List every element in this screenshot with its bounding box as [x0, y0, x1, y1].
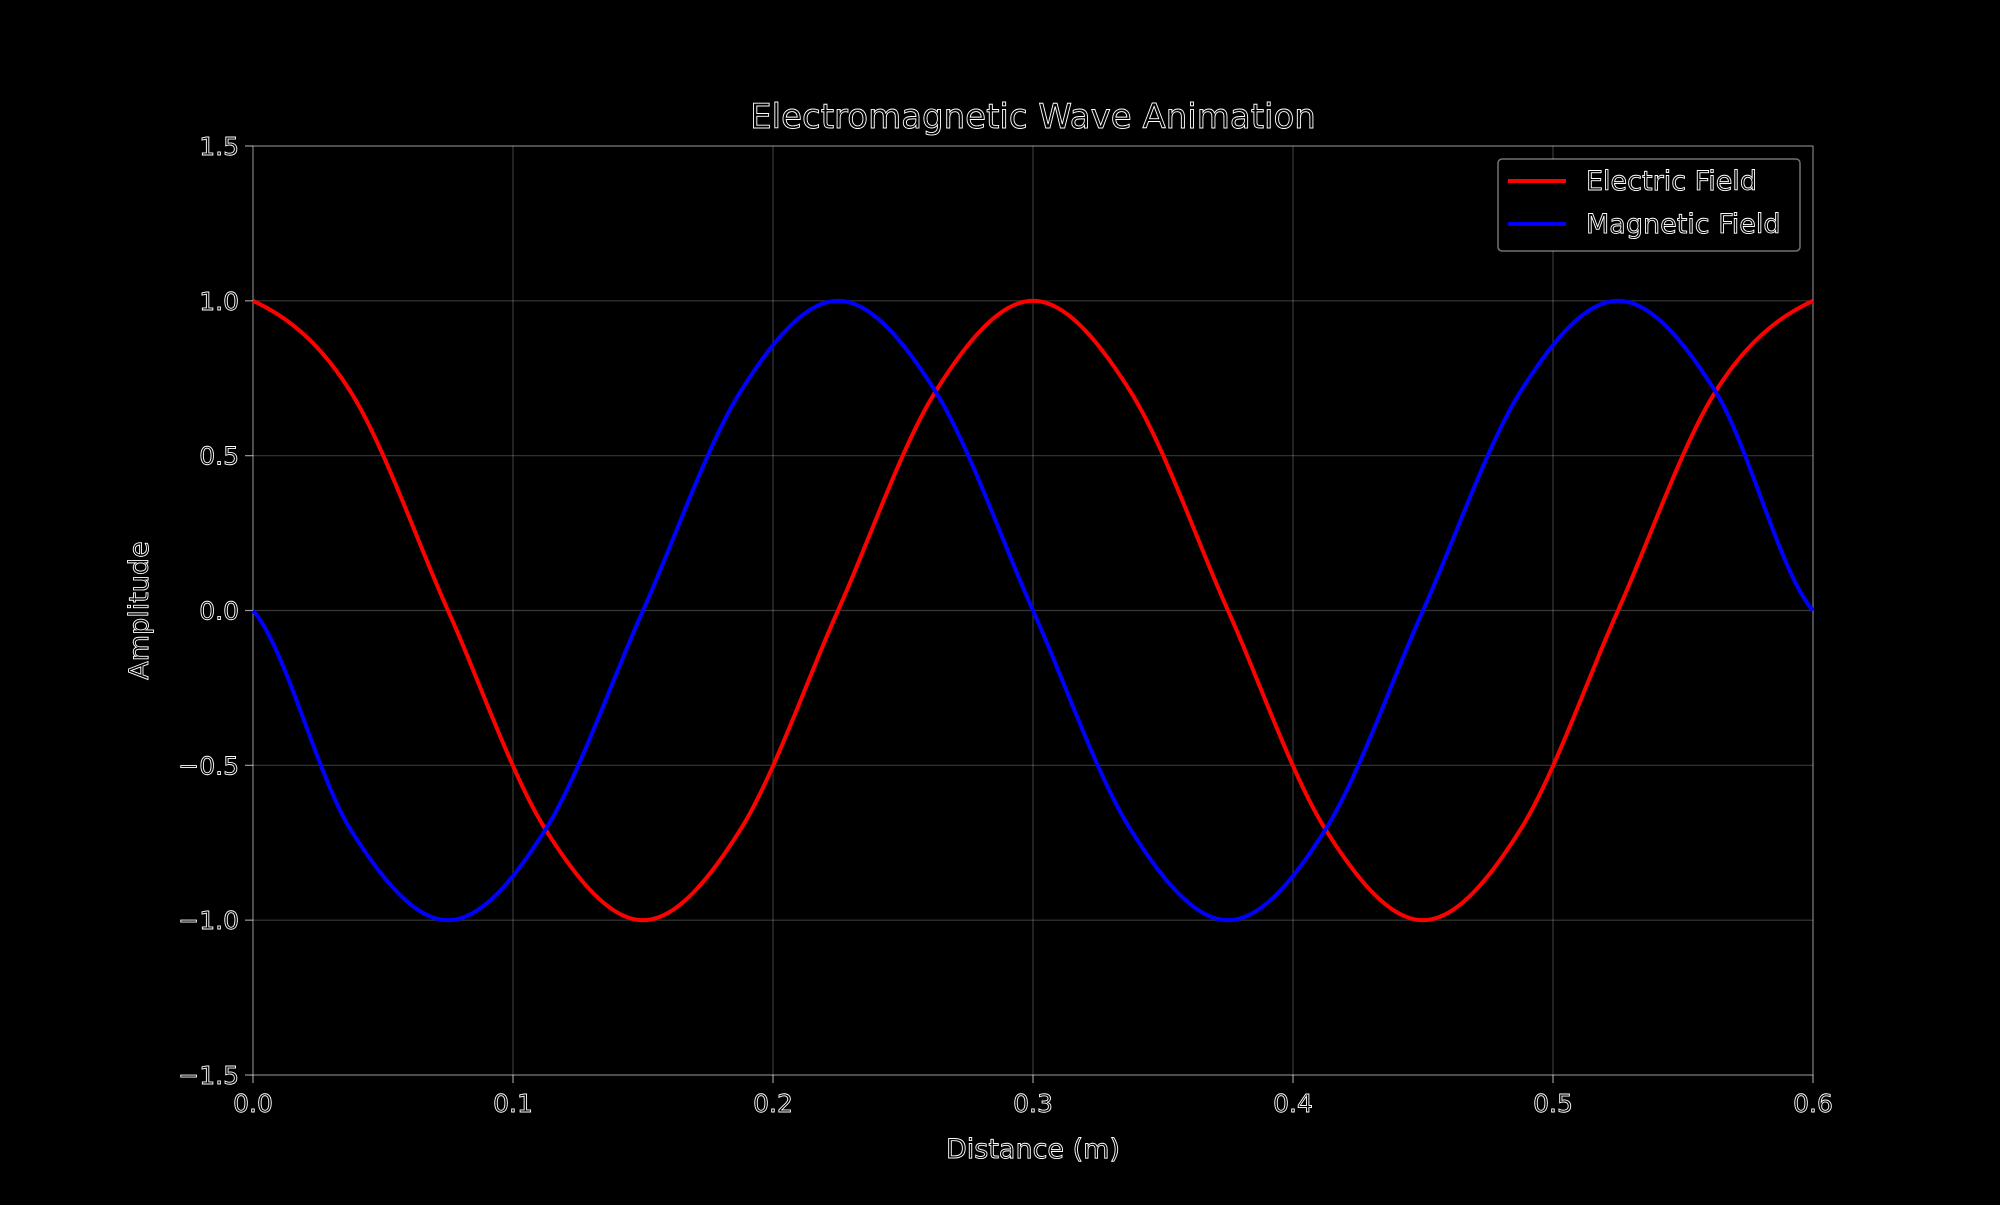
- legend-label-electric-field: Electric Field: [1586, 166, 1757, 197]
- x-axis-label: Distance (m): [946, 1134, 1120, 1165]
- legend-box: [1497, 158, 1801, 252]
- y-tick-label: −1.0: [178, 906, 239, 935]
- x-tick-label: 0.5: [1533, 1089, 1573, 1118]
- x-tick-label: 0.4: [1273, 1089, 1313, 1118]
- series-line-electric-field: [252, 298, 1814, 923]
- x-tick-label: 0.3: [1013, 1089, 1053, 1118]
- y-axis-label: Amplitude: [124, 541, 155, 679]
- legend-label-magnetic-field: Magnetic Field: [1586, 209, 1781, 240]
- y-tick-label: −0.5: [178, 751, 239, 780]
- series-line-magnetic-field: [251, 298, 1815, 923]
- legend: Electric Field Magnetic Field: [1497, 158, 1801, 252]
- x-tick-label: 0.0: [233, 1089, 273, 1118]
- y-tick-label: 1.0: [199, 287, 239, 316]
- tick-layer: 0.0 0.1 0.2 0.3 0.4 0.5 0.6 −1.5 −1.0 −0.5 0.0 0.5 1…: [178, 132, 1834, 1119]
- y-tick-label: 0.5: [199, 442, 239, 471]
- series-layer: [251, 298, 1815, 923]
- x-tick-label: 0.1: [493, 1089, 533, 1118]
- y-tick-label: −1.5: [178, 1061, 239, 1090]
- y-tick-label: 0.0: [199, 597, 239, 626]
- x-tick-label: 0.2: [753, 1089, 793, 1118]
- x-tick-label: 0.6: [1793, 1089, 1833, 1118]
- chart-title: Electromagnetic Wave Animation: [750, 97, 1316, 137]
- y-tick-label: 1.5: [199, 132, 239, 161]
